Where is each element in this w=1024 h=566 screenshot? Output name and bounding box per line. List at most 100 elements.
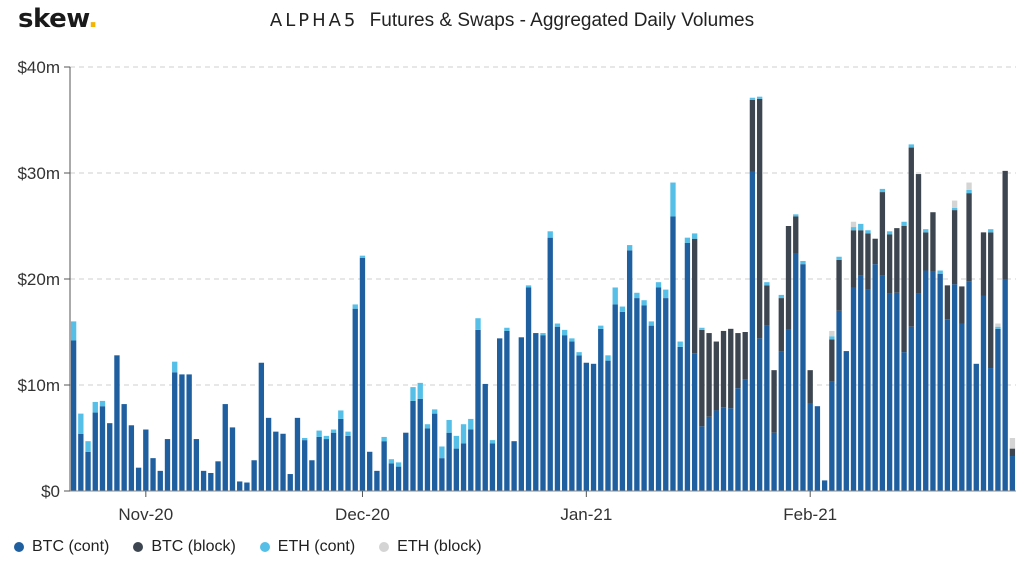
- bar-segment[interactable]: [829, 330, 835, 337]
- bar-segment[interactable]: [663, 289, 669, 299]
- bar-segment[interactable]: [294, 417, 301, 491]
- bar-segment[interactable]: [872, 264, 878, 491]
- bar-segment[interactable]: [800, 260, 806, 265]
- bar-segment[interactable]: [561, 335, 568, 491]
- bar-segment[interactable]: [359, 257, 366, 491]
- bar-segment[interactable]: [778, 298, 784, 352]
- bar-segment[interactable]: [497, 338, 503, 491]
- bar-segment[interactable]: [554, 323, 561, 327]
- bar-segment[interactable]: [713, 410, 719, 491]
- bar-segment[interactable]: [937, 270, 943, 274]
- bar-segment[interactable]: [367, 451, 373, 491]
- bar-segment[interactable]: [330, 429, 337, 433]
- bar-segment[interactable]: [273, 431, 279, 491]
- bar-segment[interactable]: [475, 318, 481, 330]
- bar-segment[interactable]: [908, 326, 914, 491]
- bar-segment[interactable]: [70, 340, 77, 491]
- bar-segment[interactable]: [172, 372, 178, 491]
- bar-segment[interactable]: [966, 281, 972, 491]
- bar-segment[interactable]: [287, 474, 293, 491]
- bar-segment[interactable]: [547, 237, 553, 491]
- bar-segment[interactable]: [237, 481, 243, 491]
- bar-segment[interactable]: [684, 242, 691, 491]
- bar-segment[interactable]: [634, 298, 640, 491]
- bar-segment[interactable]: [85, 441, 91, 452]
- bar-segment[interactable]: [265, 417, 272, 491]
- bar-segment[interactable]: [742, 379, 748, 491]
- bar-segment[interactable]: [865, 233, 871, 290]
- bar-segment[interactable]: [605, 355, 611, 361]
- bar-segment[interactable]: [468, 429, 474, 491]
- legend-item-eth-block[interactable]: ETH (block): [379, 538, 482, 556]
- bar-segment[interactable]: [323, 439, 330, 491]
- bar-segment[interactable]: [432, 413, 438, 491]
- bar-segment[interactable]: [764, 325, 770, 491]
- bar-segment[interactable]: [619, 311, 626, 491]
- bar-segment[interactable]: [699, 426, 705, 491]
- bar-segment[interactable]: [937, 273, 943, 491]
- bar-segment[interactable]: [410, 400, 416, 491]
- bar-segment[interactable]: [980, 232, 987, 296]
- bar-segment[interactable]: [988, 229, 994, 233]
- bar-segment[interactable]: [749, 97, 756, 100]
- bar-segment[interactable]: [446, 419, 452, 433]
- bar-segment[interactable]: [345, 431, 351, 436]
- bar-segment[interactable]: [829, 339, 835, 382]
- bar-segment[interactable]: [843, 351, 849, 491]
- bar-segment[interactable]: [280, 433, 286, 491]
- bar-segment[interactable]: [439, 458, 445, 491]
- bar-segment[interactable]: [995, 328, 1001, 491]
- bar-segment[interactable]: [1009, 438, 1016, 449]
- bar-segment[interactable]: [944, 285, 951, 320]
- bar-segment[interactable]: [923, 232, 929, 271]
- bar-segment[interactable]: [879, 188, 886, 193]
- bar-segment[interactable]: [338, 410, 344, 419]
- bar-segment[interactable]: [966, 193, 972, 282]
- bar-segment[interactable]: [258, 362, 265, 491]
- bar-segment[interactable]: [424, 424, 431, 429]
- bar-segment[interactable]: [612, 287, 618, 305]
- bar-segment[interactable]: [684, 237, 691, 243]
- bar-segment[interactable]: [764, 285, 770, 326]
- bar-segment[interactable]: [923, 270, 929, 491]
- bar-segment[interactable]: [966, 189, 972, 194]
- bar-segment[interactable]: [374, 470, 380, 491]
- bar-segment[interactable]: [395, 462, 402, 467]
- bar-segment[interactable]: [417, 382, 423, 399]
- bar-segment[interactable]: [995, 326, 1001, 329]
- bar-segment[interactable]: [619, 306, 626, 312]
- bar-segment[interactable]: [706, 416, 712, 491]
- bar-segment[interactable]: [244, 482, 250, 491]
- bar-segment[interactable]: [78, 413, 84, 434]
- bar-segment[interactable]: [879, 192, 886, 276]
- bar-segment[interactable]: [670, 182, 676, 217]
- bar-segment[interactable]: [735, 333, 741, 389]
- bar-segment[interactable]: [518, 337, 524, 491]
- bar-segment[interactable]: [525, 285, 532, 288]
- bar-segment[interactable]: [713, 341, 719, 411]
- bar-segment[interactable]: [728, 408, 734, 491]
- bar-segment[interactable]: [879, 275, 886, 491]
- bar-segment[interactable]: [995, 323, 1001, 327]
- bar-segment[interactable]: [764, 282, 770, 286]
- bar-segment[interactable]: [886, 293, 893, 491]
- bar-segment[interactable]: [1002, 279, 1008, 491]
- bar-segment[interactable]: [793, 214, 799, 217]
- bar-segment[interactable]: [1009, 456, 1016, 491]
- bar-segment[interactable]: [330, 432, 337, 491]
- bar-segment[interactable]: [793, 216, 799, 254]
- bar-segment[interactable]: [403, 432, 409, 491]
- bar-segment[interactable]: [576, 352, 582, 356]
- bar-segment[interactable]: [626, 250, 633, 491]
- bar-segment[interactable]: [70, 321, 77, 341]
- bar-segment[interactable]: [482, 383, 488, 491]
- bar-segment[interactable]: [720, 407, 727, 491]
- bar-segment[interactable]: [858, 230, 864, 276]
- bar-segment[interactable]: [432, 409, 438, 414]
- bar-segment[interactable]: [720, 330, 727, 408]
- bar-segment[interactable]: [107, 423, 113, 491]
- bar-segment[interactable]: [388, 459, 395, 464]
- bar-segment[interactable]: [605, 360, 611, 491]
- bar-segment[interactable]: [540, 333, 546, 336]
- bar-segment[interactable]: [706, 333, 712, 417]
